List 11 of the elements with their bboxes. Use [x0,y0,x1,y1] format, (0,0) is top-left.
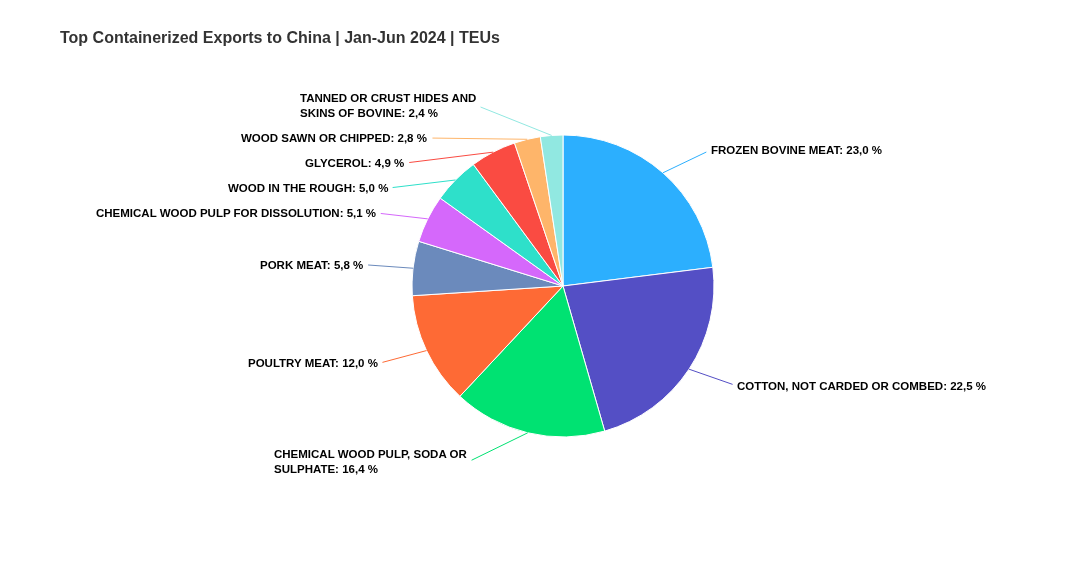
slice-label: CHEMICAL WOOD PULP, SODA OR SULPHATE: 16,4 % [274,448,468,475]
slice-label: COTTON, NOT CARDED OR COMBED: 22,5 % [737,380,986,392]
slice-label: TANNED OR CRUST HIDES AND SKINS OF BOVINE: 2,4 % [300,92,477,119]
slice-label: GLYCEROL: 4,9 % [305,157,405,169]
slice-label: POULTRY MEAT: 12,0 % [248,357,378,369]
slice-label: WOOD SAWN OR CHIPPED: 2,8 % [241,132,427,144]
slice-label: PORK MEAT: 5,8 % [260,259,364,271]
slice-label: WOOD IN THE ROUGH: 5,0 % [228,182,389,194]
slice-label: FROZEN BOVINE MEAT: 23,0 % [711,144,883,156]
slice-label: CHEMICAL WOOD PULP FOR DISSOLUTION: 5,1 % [96,207,377,219]
chart-title: Top Containerized Exports to China | Jan-Jun 2024 | TEUs [60,28,500,46]
